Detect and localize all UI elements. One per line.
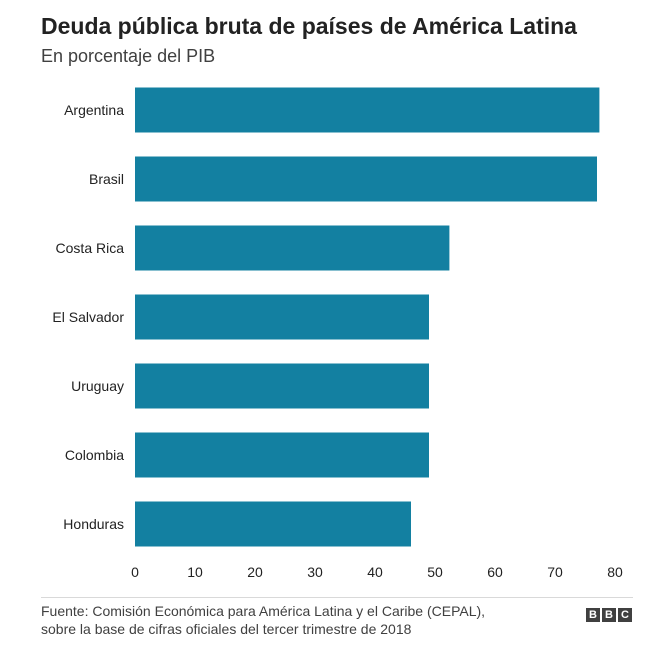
bar-chart: Argentina Brasil Costa Rica El Salvador Urug… xyxy=(52,87,623,580)
category-label: Argentina xyxy=(64,102,124,118)
category-label: Colombia xyxy=(65,447,124,463)
bar-uruguay xyxy=(135,363,429,409)
bar-brasil xyxy=(135,156,597,202)
category-label: Honduras xyxy=(63,516,124,532)
source-note: Fuente: Comisión Económica para América … xyxy=(41,602,561,638)
category-label: Costa Rica xyxy=(56,240,125,256)
bar-el-salvador xyxy=(135,294,429,340)
logo-letter: B xyxy=(602,608,616,622)
x-tick-label: 70 xyxy=(547,564,563,580)
x-tick-label: 60 xyxy=(487,564,503,580)
logo-letter: B xyxy=(586,608,600,622)
category-label: Uruguay xyxy=(71,378,124,394)
x-tick-label: 40 xyxy=(367,564,383,580)
bar-colombia xyxy=(135,432,429,478)
x-tick-label: 10 xyxy=(187,564,203,580)
x-tick-label: 30 xyxy=(307,564,323,580)
bar-costa-rica xyxy=(135,225,450,271)
bar-honduras xyxy=(135,501,411,547)
x-tick-label: 20 xyxy=(247,564,263,580)
chart-title: Deuda pública bruta de países de América… xyxy=(41,13,577,39)
source-line-2: sobre la base de cifras oficiales del te… xyxy=(41,621,412,637)
bbc-logo: B B C xyxy=(586,608,632,622)
chart-subtitle: En porcentaje del PIB xyxy=(41,46,216,66)
bar-argentina xyxy=(135,87,600,133)
source-line-1: Fuente: Comisión Económica para América … xyxy=(41,603,486,619)
x-tick-label: 80 xyxy=(607,564,623,580)
x-tick-label: 0 xyxy=(131,564,139,580)
logo-letter: C xyxy=(618,608,632,622)
x-tick-label: 50 xyxy=(427,564,443,580)
footer-divider xyxy=(41,597,633,598)
category-label: El Salvador xyxy=(52,309,124,325)
category-label: Brasil xyxy=(89,171,124,187)
